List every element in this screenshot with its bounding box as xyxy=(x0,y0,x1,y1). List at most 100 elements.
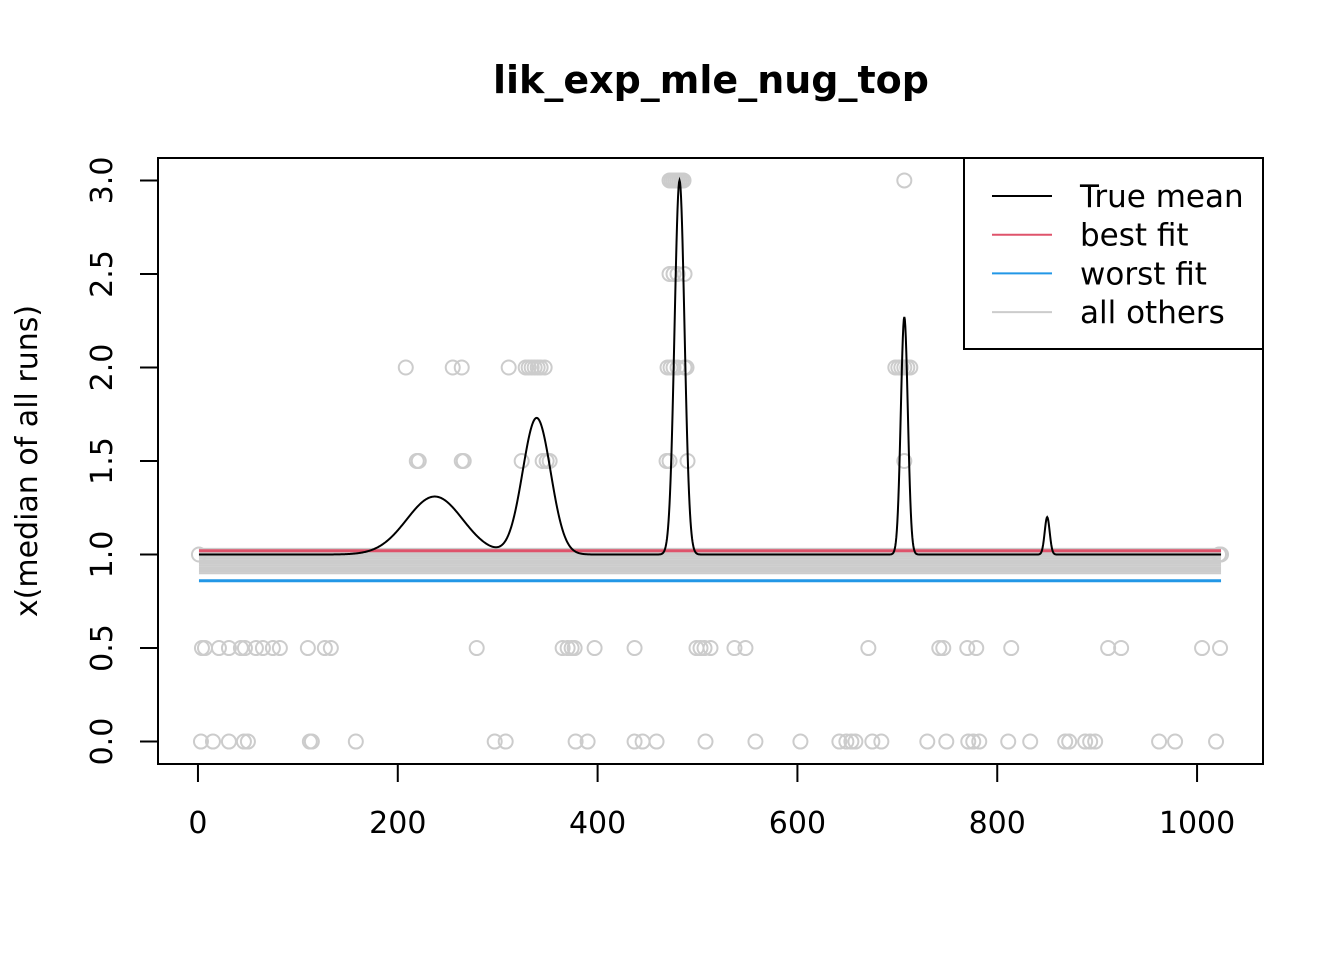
data-point xyxy=(626,640,643,657)
data-point xyxy=(1077,733,1094,750)
data-point xyxy=(697,733,714,750)
data-point xyxy=(220,640,237,657)
data-point xyxy=(843,733,860,750)
data-point xyxy=(316,640,333,657)
data-point xyxy=(747,733,764,750)
y-tick-label: 1.5 xyxy=(85,437,120,485)
data-point xyxy=(1061,733,1078,750)
data-point xyxy=(971,733,988,750)
data-point xyxy=(410,453,427,469)
data-point xyxy=(453,359,470,376)
data-point xyxy=(271,640,288,657)
data-point xyxy=(935,640,952,657)
data-point xyxy=(554,640,571,657)
data-point xyxy=(665,265,682,282)
data-point xyxy=(831,733,848,750)
data-point xyxy=(896,453,913,469)
data-point xyxy=(1100,640,1117,657)
true-mean-curve xyxy=(198,176,1222,556)
data-point xyxy=(696,640,713,657)
data-point xyxy=(303,733,320,750)
data-point xyxy=(210,640,227,657)
data-point xyxy=(965,733,982,750)
y-axis: 0.0 0.5 1.0 1.5 2.0 2.5 3.0 xyxy=(85,157,159,766)
y-tick-label: 2.5 xyxy=(85,250,120,298)
y-axis-label: x(median of all runs) xyxy=(10,305,45,617)
data-point xyxy=(873,733,890,750)
data-point xyxy=(648,733,665,750)
data-point xyxy=(513,453,530,469)
data-point xyxy=(692,640,709,657)
data-point xyxy=(220,733,237,750)
all-others-lines xyxy=(198,547,1222,575)
data-point xyxy=(702,640,719,657)
data-point xyxy=(737,640,754,657)
data-point xyxy=(204,733,221,750)
data-point xyxy=(235,733,252,750)
x-axis: 0 200 400 600 800 1000 xyxy=(188,763,1235,841)
data-point xyxy=(247,640,264,657)
data-point xyxy=(559,640,576,657)
x-tick-label: 0 xyxy=(188,806,207,841)
data-point xyxy=(566,640,583,657)
data-point xyxy=(919,733,936,750)
legend-label: True mean xyxy=(1079,179,1244,215)
data-point xyxy=(726,640,743,657)
legend-label: worst fit xyxy=(1080,256,1207,292)
x-tick-label: 600 xyxy=(769,806,826,841)
legend-label: all others xyxy=(1080,295,1225,331)
y-tick-label: 3.0 xyxy=(85,157,120,205)
data-point xyxy=(322,640,339,657)
data-point xyxy=(626,733,643,750)
y-tick-label: 1.0 xyxy=(85,531,120,579)
x-tick-label: 800 xyxy=(969,806,1026,841)
data-point xyxy=(1087,733,1104,750)
data-point xyxy=(938,733,955,750)
data-point xyxy=(455,453,472,469)
data-point xyxy=(1151,733,1168,750)
data-point xyxy=(838,733,855,750)
data-point xyxy=(486,733,503,750)
data-point xyxy=(536,359,553,376)
data-point xyxy=(860,640,877,657)
data-point xyxy=(1113,640,1130,657)
legend-box xyxy=(963,157,1264,350)
data-point xyxy=(347,733,364,750)
legend-label: best fit xyxy=(1080,218,1189,254)
data-point xyxy=(579,733,596,750)
data-point xyxy=(532,359,549,376)
y-tick-label: 0.0 xyxy=(85,718,120,766)
data-point xyxy=(1167,733,1184,750)
chart-title: lik_exp_mle_nug_top xyxy=(493,58,929,102)
data-point xyxy=(675,172,692,189)
data-point xyxy=(567,733,584,750)
data-point xyxy=(669,265,686,282)
data-point xyxy=(864,733,881,750)
data-point xyxy=(902,359,919,376)
data-point xyxy=(1022,733,1039,750)
data-point xyxy=(1194,640,1211,657)
data-point xyxy=(192,733,209,750)
data-point xyxy=(264,640,281,657)
data-point xyxy=(1000,733,1017,750)
data-point xyxy=(500,359,517,376)
x-tick-label: 400 xyxy=(569,806,626,841)
y-tick-label: 2.0 xyxy=(85,344,120,392)
data-point xyxy=(792,733,809,750)
data-point xyxy=(896,172,913,189)
data-point xyxy=(676,265,693,282)
x-tick-label: 200 xyxy=(369,806,426,841)
data-point xyxy=(299,640,316,657)
data-point xyxy=(468,640,485,657)
x-tick-label: 1000 xyxy=(1159,806,1235,841)
data-point xyxy=(397,359,414,376)
data-point xyxy=(968,640,985,657)
data-point xyxy=(1082,733,1099,750)
data-point xyxy=(960,733,977,750)
data-point xyxy=(1208,733,1225,750)
data-point xyxy=(1212,640,1229,657)
data-point xyxy=(254,640,271,657)
